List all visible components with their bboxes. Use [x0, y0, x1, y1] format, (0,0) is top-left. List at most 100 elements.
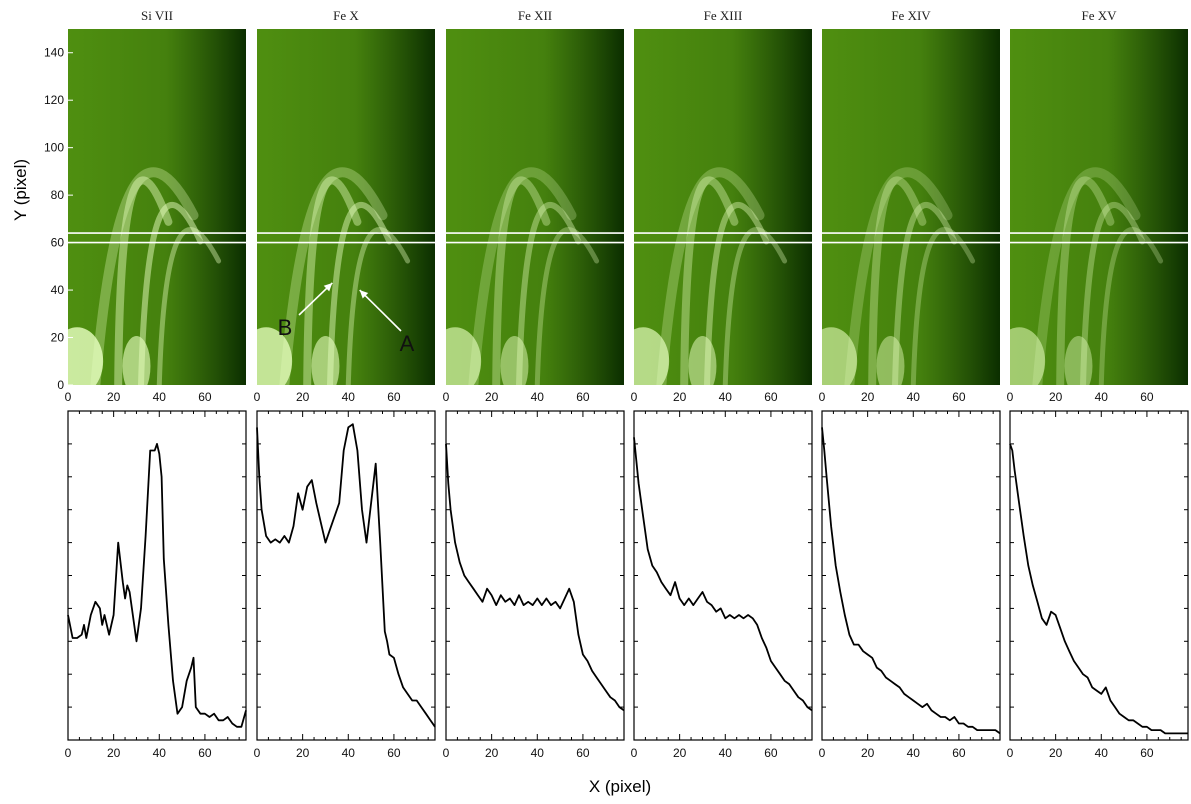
x-tick-label: 40 — [719, 746, 733, 760]
image-panels: Si VII 0 20 40 60 0 20 40 60 80 100 120 140 Fe X 0 20 40… — [44, 8, 1188, 404]
annotation-arrowhead — [359, 290, 369, 299]
x-axis-label: X (pixel) — [589, 777, 651, 796]
x-tick-label: 40 — [531, 746, 545, 760]
coronal-loop — [680, 176, 739, 385]
y-axis-label: Y (pixel) — [11, 159, 30, 221]
x-tick-label: 40 — [153, 390, 167, 404]
x-tick-label: 20 — [107, 390, 121, 404]
bright-footpoint — [122, 336, 151, 385]
image-emission — [634, 29, 812, 385]
coronal-loop — [345, 227, 411, 385]
x-tick-label: 0 — [631, 390, 638, 404]
y-tick-label: 140 — [44, 46, 64, 60]
intensity-line — [633, 437, 813, 712]
x-tick-label: 60 — [952, 746, 966, 760]
plot-frame — [1009, 410, 1189, 741]
loop-structures — [68, 167, 222, 385]
x-tick-label: 20 — [1049, 746, 1063, 760]
coronal-loop — [868, 176, 927, 385]
coronal-loop — [892, 202, 958, 385]
x-tick-label: 40 — [153, 746, 167, 760]
panel-title: Fe XII — [518, 8, 552, 23]
image-panel — [446, 29, 624, 385]
x-tick-label: 40 — [907, 390, 921, 404]
x-tick-label: 0 — [819, 746, 826, 760]
coronal-loop — [844, 167, 953, 385]
coronal-loop — [303, 176, 362, 385]
x-tick-label: 20 — [296, 746, 310, 760]
x-tick-label: 0 — [443, 746, 450, 760]
coronal-loop — [656, 167, 765, 385]
panel-title: Fe XV — [1081, 8, 1117, 23]
panel-title: Si VII — [141, 8, 173, 23]
x-tick-label: 20 — [861, 390, 875, 404]
x-tick-label: 20 — [861, 746, 875, 760]
plot-frame — [633, 410, 813, 741]
intensity-line — [256, 423, 436, 728]
x-tick-label: 0 — [65, 390, 72, 404]
y-tick-label: 120 — [44, 93, 64, 107]
x-tick-label: 60 — [576, 390, 590, 404]
x-tick-label: 0 — [819, 390, 826, 404]
profile-panels: 0 20 40 60 0 20 40 60 0 20 40 60 0 20 40 60 0 20 40 60 0 20 40… — [65, 410, 1189, 760]
panel-title: Fe X — [333, 8, 359, 23]
coronal-loop — [534, 227, 600, 385]
x-tick-label: 40 — [342, 746, 356, 760]
coronal-loop — [910, 227, 976, 385]
x-tick-label: 40 — [719, 390, 733, 404]
x-tick-label: 0 — [631, 746, 638, 760]
coronal-loop — [1080, 202, 1146, 385]
intensity-line — [67, 443, 247, 728]
x-tick-label: 0 — [443, 390, 450, 404]
x-tick-label: 60 — [1140, 390, 1154, 404]
x-tick-label: 0 — [1007, 746, 1014, 760]
bright-footpoint — [68, 327, 104, 385]
image-emission — [68, 29, 246, 385]
y-tick-label: 80 — [51, 188, 65, 202]
x-tick-label: 40 — [342, 390, 356, 404]
bright-footpoint — [822, 327, 858, 385]
x-tick-label: 20 — [673, 746, 687, 760]
loop-structures — [634, 167, 788, 385]
x-tick-label: 60 — [764, 390, 778, 404]
profile-panel: 0 20 40 60 — [443, 410, 625, 760]
y-tick-label: 60 — [51, 236, 65, 250]
coronal-loop — [1056, 176, 1115, 385]
x-tick-label: 20 — [673, 390, 687, 404]
bright-footpoint — [634, 327, 670, 385]
profile-panel: 0 20 40 60 — [631, 410, 813, 760]
coronal-loop — [492, 176, 551, 385]
y-tick-label: 0 — [57, 378, 64, 392]
coronal-loop — [138, 202, 204, 385]
x-tick-label: 0 — [254, 746, 261, 760]
coronal-loop — [327, 202, 393, 385]
annotation-label: B — [278, 315, 293, 340]
profile-panel: 0 20 40 60 — [819, 410, 1001, 760]
x-tick-label: 60 — [198, 746, 212, 760]
coronal-loop — [516, 202, 582, 385]
annotation-label: A — [400, 331, 415, 356]
loop-structures — [446, 167, 600, 385]
bright-footpoint — [446, 327, 482, 385]
plot-frame — [256, 410, 436, 741]
x-tick-label: 0 — [1007, 390, 1014, 404]
image-emission — [822, 29, 1000, 385]
annotation-arrow — [359, 289, 402, 332]
bright-footpoint — [311, 336, 340, 385]
intensity-line — [821, 427, 1001, 735]
coronal-loop — [704, 202, 770, 385]
bright-footpoint — [257, 327, 293, 385]
plot-frame — [821, 410, 1001, 741]
bright-footpoint — [500, 336, 529, 385]
y-tick-label: 40 — [51, 283, 65, 297]
bright-footpoint — [876, 336, 905, 385]
profile-panel: 0 20 40 60 — [254, 410, 436, 760]
y-tick-label: 20 — [51, 331, 65, 345]
x-tick-label: 40 — [1095, 390, 1109, 404]
image-panel — [257, 29, 435, 385]
image-emission — [446, 29, 624, 385]
coronal-loop — [114, 176, 173, 385]
profile-panel: 0 20 40 60 — [1007, 410, 1189, 760]
loop-structures — [1010, 167, 1164, 385]
